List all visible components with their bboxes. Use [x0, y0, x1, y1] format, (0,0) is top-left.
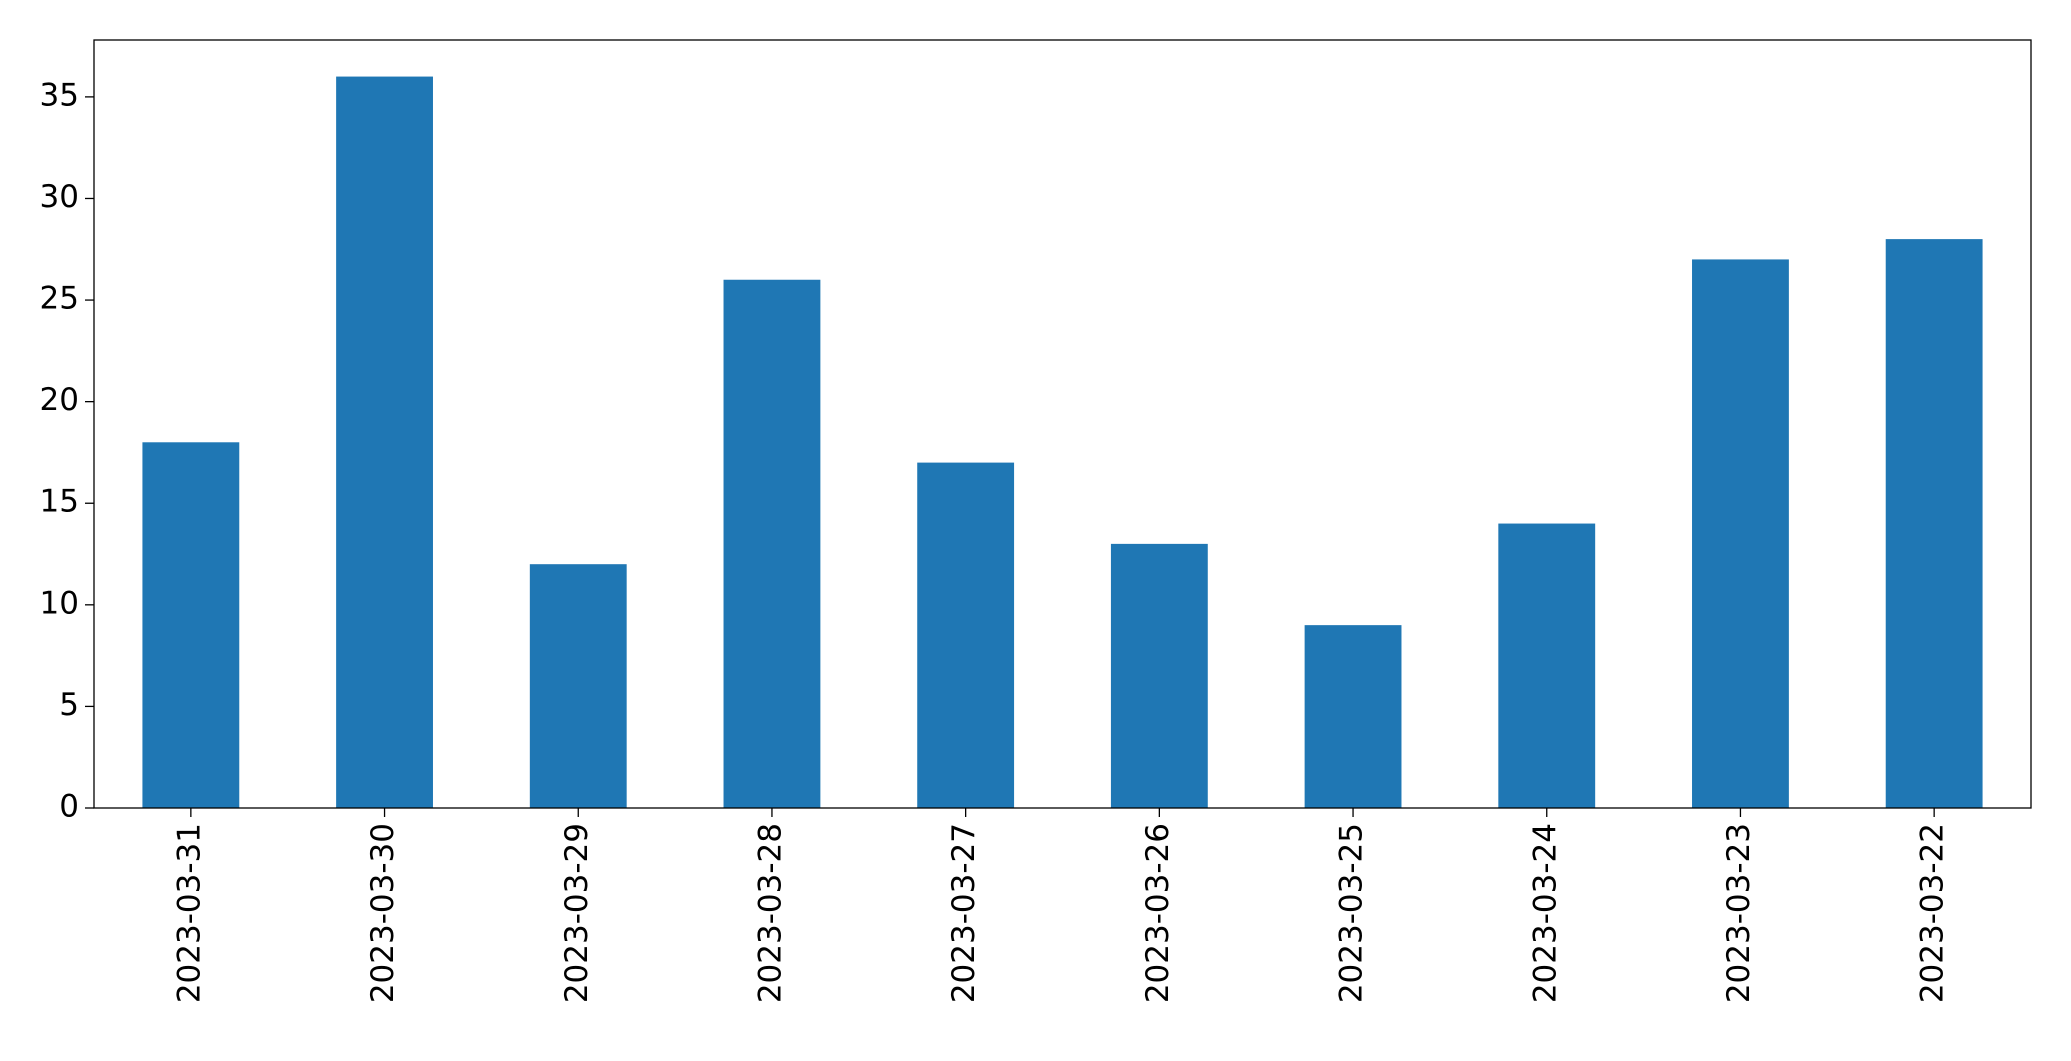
- x-tick-label: 2023-03-28: [752, 823, 788, 1003]
- bar: [529, 564, 627, 808]
- axes-frame: [93, 39, 2032, 809]
- bar: [336, 76, 433, 809]
- y-tick-label: 0: [59, 789, 79, 825]
- bar: [1498, 523, 1596, 808]
- x-tick-label: 2023-03-27: [946, 823, 982, 1003]
- y-tick-label: 15: [40, 484, 79, 520]
- x-tick-label: 2023-03-26: [1140, 823, 1176, 1003]
- y-tick-label: 10: [40, 585, 79, 621]
- bar: [917, 462, 1015, 808]
- x-tick-label: 2023-03-29: [559, 823, 595, 1003]
- y-tick-label: 25: [40, 281, 79, 317]
- x-tick-label: 2023-03-22: [1915, 823, 1951, 1003]
- y-tick-label: 35: [40, 77, 79, 113]
- bar: [1110, 543, 1208, 808]
- bar: [1692, 259, 1789, 808]
- bar: [1304, 625, 1402, 808]
- y-tick-label: 5: [59, 687, 79, 723]
- bar: [1885, 239, 1983, 809]
- x-tick-label: 2023-03-30: [365, 823, 401, 1003]
- y-tick-label: 30: [40, 179, 79, 215]
- x-tick-label: 2023-03-24: [1527, 823, 1563, 1003]
- x-tick-label: 2023-03-31: [171, 823, 207, 1003]
- x-tick-label: 2023-03-23: [1721, 823, 1757, 1003]
- bar: [723, 279, 821, 808]
- y-tick-label: 20: [40, 382, 79, 418]
- x-tick-label: 2023-03-25: [1334, 823, 1370, 1003]
- bar: [142, 442, 240, 808]
